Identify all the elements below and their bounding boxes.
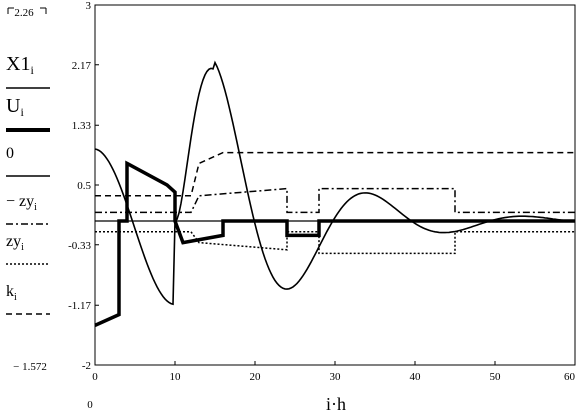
y-tick-label: 1.33: [72, 120, 92, 132]
y-upper-limit-label: 2.26: [14, 7, 34, 19]
series-k-line: [95, 151, 575, 197]
series-zy-line: [95, 231, 575, 255]
y-lower-limit-label: − 1.572: [13, 361, 47, 373]
legend: X1i Ui 0 − zyi zyi ki: [6, 53, 50, 315]
legend-label: Ui: [6, 95, 24, 119]
y-tick-label: 3: [86, 0, 92, 12]
legend-entry: Ui: [6, 95, 50, 132]
legend-label: ki: [6, 283, 17, 303]
legend-label: − zyi: [6, 193, 37, 213]
x-axis-label: i·h: [326, 394, 346, 414]
y-tick-label: 0.5: [77, 180, 91, 192]
y-tick-label: -0.33: [68, 240, 91, 252]
x-tick-label: 60: [564, 371, 576, 383]
x-tick-label: 40: [410, 371, 422, 383]
legend-label: zyi: [6, 233, 24, 253]
legend-entry: zyi: [6, 233, 50, 265]
legend-label: 0: [6, 145, 14, 162]
series-neg-zy-line: [95, 187, 575, 214]
legend-entry: ki: [6, 283, 50, 315]
series-layer: [94, 60, 576, 327]
x-tick-label: 20: [250, 371, 262, 383]
legend-entry: X1i: [6, 53, 50, 89]
legend-entry: − zyi: [6, 193, 50, 225]
y-tick-label: -1.17: [68, 300, 91, 312]
x-limit-label: 0: [87, 399, 93, 411]
x-tick-label: 50: [490, 371, 502, 383]
legend-entry: 0: [6, 145, 50, 177]
x-tick-label: 0: [92, 371, 98, 383]
y-tick-label: 2.17: [72, 60, 92, 72]
axes: 32.171.330.5-0.33-1.17-20 10 20 30 40 50 602.2…: [7, 0, 576, 414]
y-tick-label: -2: [82, 360, 91, 372]
legend-label: X1i: [6, 53, 34, 77]
x-tick-label: 10: [170, 371, 182, 383]
x-tick-label: 30: [330, 371, 342, 383]
